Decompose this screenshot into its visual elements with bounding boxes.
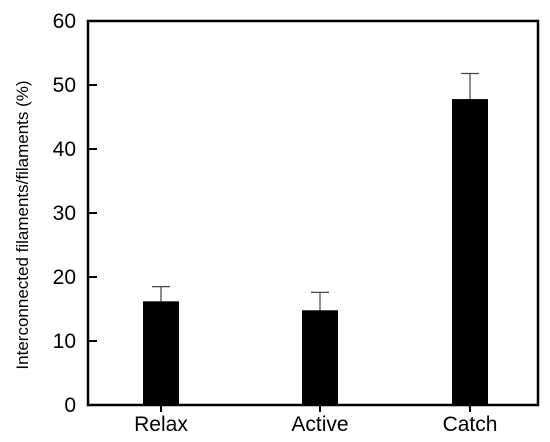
x-tick-label: Catch (443, 413, 498, 436)
y-tick-label: 50 (53, 74, 76, 97)
y-tick-label: 10 (53, 330, 76, 353)
y-tick-label: 40 (53, 138, 76, 161)
y-tick-label: 60 (53, 10, 76, 33)
y-tick-label: 20 (53, 266, 76, 289)
bar-catch (452, 99, 488, 405)
y-tick-label: 30 (53, 202, 76, 225)
plot-area: 0 10 20 30 40 50 60 Relax Active Catch (53, 10, 540, 436)
x-tick-label: Active (291, 413, 348, 436)
y-axis-label: Interconnected filaments/filaments (%) (13, 80, 32, 369)
y-tick-label: 0 (64, 394, 76, 417)
bar-active (302, 310, 338, 405)
bar-relax (143, 301, 179, 405)
x-tick-label: Relax (134, 413, 188, 436)
